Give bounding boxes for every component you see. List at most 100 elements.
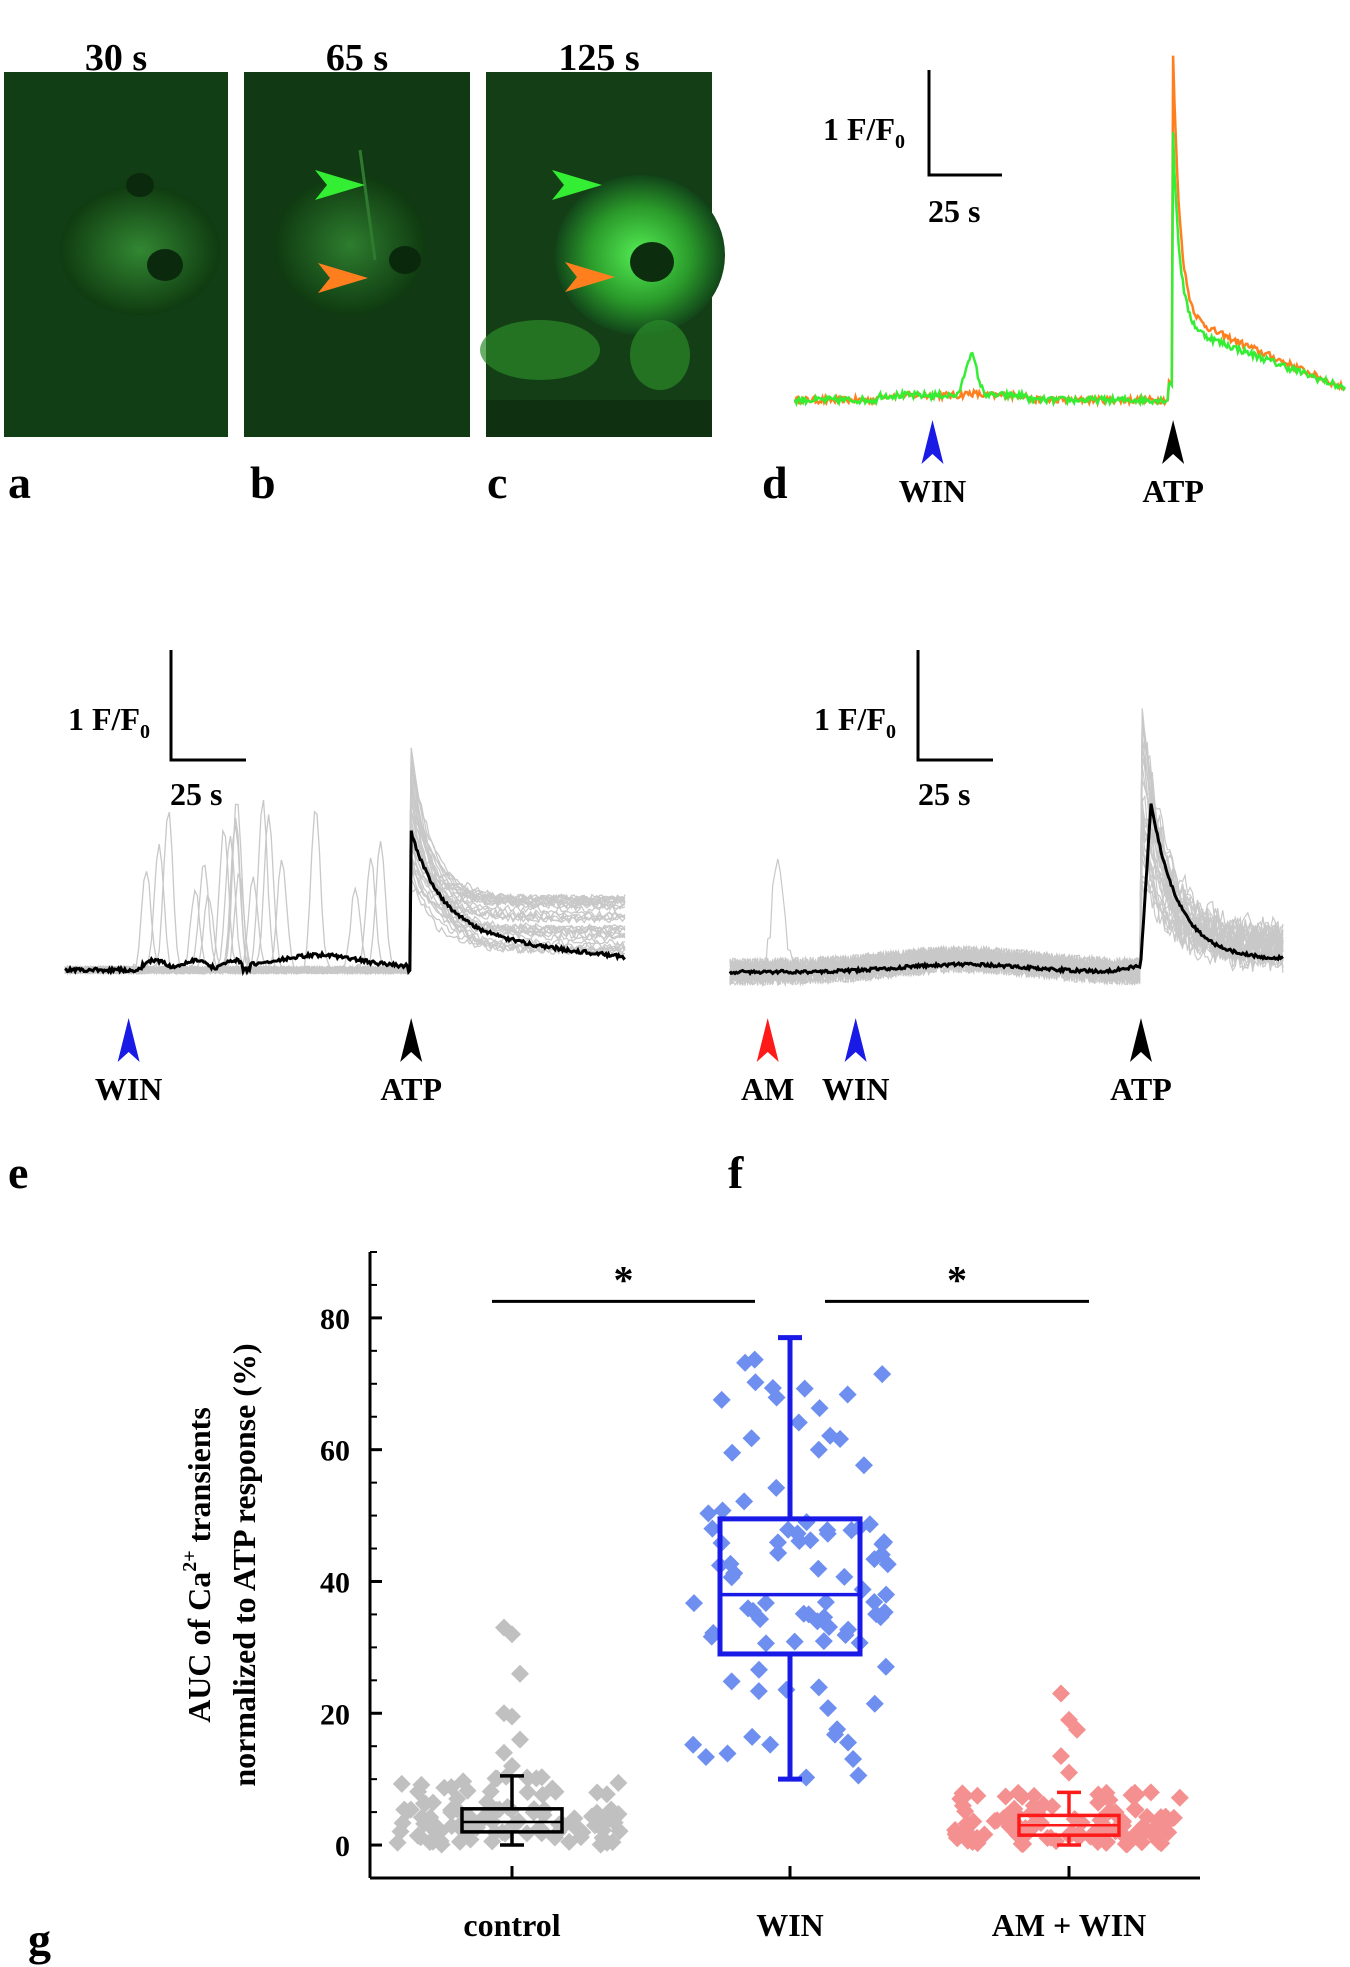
panel-d-scale-bar: 1 F/F0 25 s — [823, 70, 1002, 229]
data-point — [533, 1785, 552, 1804]
data-point — [511, 1730, 529, 1749]
data-point — [809, 1678, 828, 1697]
data-point — [767, 1478, 786, 1497]
y-axis-label: AUC of Ca2+ transients — [179, 1407, 217, 1723]
y-axis-label-line2: normalized to ATP response (%) — [226, 1343, 262, 1786]
data-point — [785, 1632, 804, 1651]
data-point — [696, 1748, 715, 1767]
data-point — [401, 1800, 420, 1819]
panel-f-traces — [728, 708, 1284, 988]
data-point — [743, 1727, 762, 1746]
panel-f-markers: AM WIN ATP — [741, 1018, 1172, 1107]
boxes — [460, 1335, 1121, 1847]
data-point — [461, 1830, 480, 1849]
data-point — [597, 1833, 616, 1852]
orange-arrowhead-icon — [565, 262, 615, 292]
panel-d-markers: WIN ATP — [899, 420, 1204, 509]
micrograph-b — [244, 72, 470, 437]
data-point — [532, 1768, 551, 1787]
data-point — [723, 1443, 742, 1462]
data-point — [442, 1803, 461, 1822]
data-point — [602, 1800, 621, 1819]
data-point — [713, 1501, 732, 1520]
time-label-a: 30 s — [85, 37, 147, 79]
data-point — [1060, 1763, 1078, 1782]
panel-d-traces — [793, 55, 1347, 408]
panel-letter-a: a — [8, 457, 31, 508]
marker-am-label: AM — [741, 1071, 794, 1107]
data-point — [483, 1832, 502, 1851]
data-point — [849, 1766, 868, 1785]
marker-win-label: WIN — [822, 1071, 890, 1107]
data-point — [951, 1789, 970, 1808]
data-point — [838, 1385, 857, 1404]
data-point — [1122, 1786, 1141, 1805]
box-control — [460, 1807, 564, 1834]
y-tick-label: 0 — [335, 1830, 350, 1863]
data-point — [421, 1808, 440, 1827]
scale-y-label: 1 F/F0 — [68, 701, 150, 743]
data-point — [819, 1699, 838, 1718]
micrograph-a — [4, 72, 228, 437]
marker-win-label: WIN — [899, 473, 967, 509]
data-point — [816, 1593, 835, 1612]
individual-trace — [64, 764, 626, 976]
individual-trace — [64, 765, 626, 975]
panel-letter-d: d — [762, 457, 788, 508]
panel-letter-c: c — [487, 457, 507, 508]
data-point — [1052, 1684, 1070, 1703]
data-point — [518, 1783, 537, 1802]
data-point — [718, 1744, 737, 1763]
data-point — [749, 1682, 768, 1701]
data-point — [985, 1812, 1004, 1831]
data-point — [968, 1786, 987, 1805]
time-label-c: 125 s — [558, 37, 639, 79]
data-point — [722, 1568, 741, 1587]
data-point — [745, 1350, 764, 1369]
data-point — [699, 1504, 718, 1523]
panel-e-traces — [64, 747, 626, 977]
data-point — [839, 1620, 858, 1639]
data-point — [865, 1550, 884, 1569]
data-point — [1052, 1747, 1070, 1766]
data-point — [712, 1390, 731, 1409]
data-point — [1041, 1828, 1060, 1847]
data-point — [408, 1826, 427, 1845]
data-point — [1133, 1823, 1152, 1842]
data-point — [435, 1778, 454, 1797]
data-point — [795, 1379, 814, 1398]
data-point — [610, 1822, 629, 1841]
data-point — [409, 1782, 428, 1801]
data-point — [746, 1373, 765, 1392]
data-point — [854, 1456, 873, 1475]
data-point — [876, 1657, 895, 1676]
data-point — [503, 1756, 521, 1775]
data-point — [756, 1634, 775, 1653]
data-point — [518, 1768, 537, 1787]
orange-arrowhead-icon — [318, 263, 368, 293]
data-point — [1025, 1786, 1044, 1805]
data-point — [865, 1592, 884, 1611]
scale-y-label: 1 F/F0 — [823, 111, 905, 153]
individual-trace — [64, 761, 626, 975]
micrograph-c — [480, 72, 725, 437]
data-point — [821, 1426, 840, 1445]
panel-e-markers: WIN ATP — [95, 1018, 442, 1107]
data-point — [495, 1743, 513, 1762]
data-point — [388, 1833, 407, 1852]
significance-star: * — [614, 1257, 634, 1302]
marker-win-label: WIN — [95, 1071, 163, 1107]
data-point — [818, 1521, 837, 1540]
data-point — [749, 1660, 768, 1679]
y-tick-label: 40 — [320, 1566, 350, 1599]
individual-trace — [64, 830, 626, 975]
marker-win-arrowhead-icon — [844, 1018, 867, 1062]
marker-am-arrowhead-icon — [756, 1018, 779, 1062]
data-point — [839, 1733, 858, 1752]
individual-trace — [64, 754, 626, 976]
data-point — [814, 1632, 833, 1651]
green-trace — [793, 132, 1347, 408]
panel-letter-g: g — [28, 1914, 51, 1965]
